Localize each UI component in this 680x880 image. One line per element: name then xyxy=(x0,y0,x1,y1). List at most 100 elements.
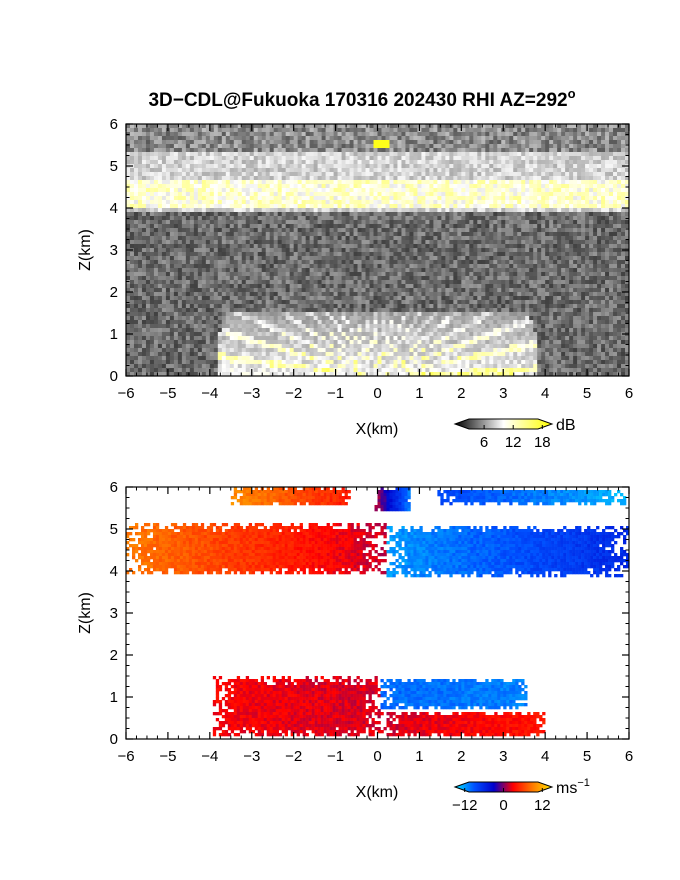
backscatter-cell xyxy=(277,188,283,193)
backscatter-cell xyxy=(293,160,299,165)
backscatter-cell xyxy=(521,168,526,173)
backscatter-cell xyxy=(365,180,370,185)
backscatter-cell xyxy=(585,212,590,217)
backscatter-cell xyxy=(489,148,494,153)
backscatter-cell xyxy=(253,188,259,193)
backscatter-cell xyxy=(281,236,287,241)
backscatter-cell xyxy=(609,152,614,157)
backscatter-cell xyxy=(213,264,219,269)
backscatter-cell xyxy=(333,228,338,233)
backscatter-cell xyxy=(169,248,175,253)
backscatter-cell xyxy=(461,268,466,273)
backscatter-cell xyxy=(497,228,502,233)
backscatter-cell xyxy=(625,228,630,233)
backscatter-cell xyxy=(145,256,151,261)
backscatter-cell xyxy=(577,184,582,189)
backscatter-cell xyxy=(221,240,227,245)
backscatter-cell xyxy=(377,276,382,281)
backscatter-cell xyxy=(405,124,410,129)
backscatter-cell xyxy=(213,124,219,129)
backscatter-cell xyxy=(337,132,342,137)
backscatter-cell xyxy=(217,128,223,133)
backscatter-cell xyxy=(337,228,342,233)
backscatter-cell xyxy=(345,224,350,229)
backscatter-cell xyxy=(609,180,614,185)
backscatter-cell xyxy=(525,188,530,193)
backscatter-cell xyxy=(341,196,346,201)
backscatter-cell xyxy=(313,232,318,237)
backscatter-cell xyxy=(549,168,554,173)
backscatter-cell xyxy=(337,276,342,281)
backscatter-cell xyxy=(289,216,295,221)
backscatter-cell xyxy=(149,176,155,181)
backscatter-cell xyxy=(189,148,195,153)
backscatter-cell xyxy=(149,148,155,153)
backscatter-cell xyxy=(269,128,275,133)
backscatter-cell xyxy=(429,268,434,273)
backscatter-cell xyxy=(505,216,510,221)
backscatter-cell xyxy=(201,256,207,261)
backscatter-cell xyxy=(589,240,594,245)
backscatter-cell xyxy=(465,164,470,169)
backscatter-cell xyxy=(625,200,630,205)
backscatter-cell xyxy=(297,144,302,149)
backscatter-cell xyxy=(297,212,302,217)
backscatter-cell xyxy=(313,252,318,257)
backscatter-cell xyxy=(453,124,458,129)
backscatter-cell xyxy=(581,192,586,197)
backscatter-cell xyxy=(285,208,291,213)
backscatter-cell xyxy=(157,136,163,141)
backscatter-cell xyxy=(217,184,223,189)
backscatter-cell xyxy=(505,272,510,277)
backscatter-cell xyxy=(593,156,598,161)
backscatter-cell xyxy=(161,244,167,249)
backscatter-cell xyxy=(189,240,195,245)
backscatter-cell xyxy=(241,264,247,269)
backscatter-cell xyxy=(221,268,227,273)
backscatter-cell xyxy=(509,144,514,149)
backscatter-cell xyxy=(337,188,342,193)
backscatter-cell xyxy=(245,148,251,153)
backscatter-cell xyxy=(189,232,195,237)
backscatter-cell xyxy=(145,240,151,245)
backscatter-cell xyxy=(541,144,546,149)
backscatter-cell xyxy=(233,192,239,197)
backscatter-cell xyxy=(137,248,143,253)
backscatter-cell xyxy=(277,192,283,197)
backscatter-cell xyxy=(269,132,275,137)
backscatter-cell xyxy=(385,192,390,197)
backscatter-cell xyxy=(497,176,502,181)
backscatter-cell xyxy=(477,172,482,177)
backscatter-cell xyxy=(361,128,366,133)
backscatter-cell xyxy=(361,136,366,141)
backscatter-cell xyxy=(277,156,283,161)
backscatter-cell xyxy=(285,196,291,201)
backscatter-cell xyxy=(297,172,302,177)
backscatter-cell xyxy=(341,228,346,233)
backscatter-cell xyxy=(489,128,494,133)
backscatter-cell xyxy=(333,192,338,197)
backscatter-cell xyxy=(293,144,299,149)
backscatter-cell xyxy=(201,132,207,137)
backscatter-cell xyxy=(573,244,578,249)
backscatter-cell xyxy=(605,272,610,277)
backscatter-cell xyxy=(513,148,518,153)
backscatter-cell xyxy=(157,200,163,205)
backscatter-cell xyxy=(533,152,538,157)
backscatter-cell xyxy=(141,252,147,257)
backscatter-cell xyxy=(233,240,239,245)
backscatter-cell xyxy=(605,220,610,225)
backscatter-cell xyxy=(185,216,191,221)
backscatter-cell xyxy=(433,152,438,157)
backscatter-cell xyxy=(601,224,606,229)
backscatter-cell xyxy=(497,192,502,197)
backscatter-cell xyxy=(565,132,570,137)
backscatter-cell xyxy=(397,272,402,277)
backscatter-cell xyxy=(413,280,418,285)
backscatter-cell xyxy=(137,268,143,273)
backscatter-cell xyxy=(353,220,358,225)
backscatter-cell xyxy=(213,224,219,229)
backscatter-cell xyxy=(137,128,143,133)
backscatter-cell xyxy=(505,148,510,153)
backscatter-cell xyxy=(161,200,167,205)
